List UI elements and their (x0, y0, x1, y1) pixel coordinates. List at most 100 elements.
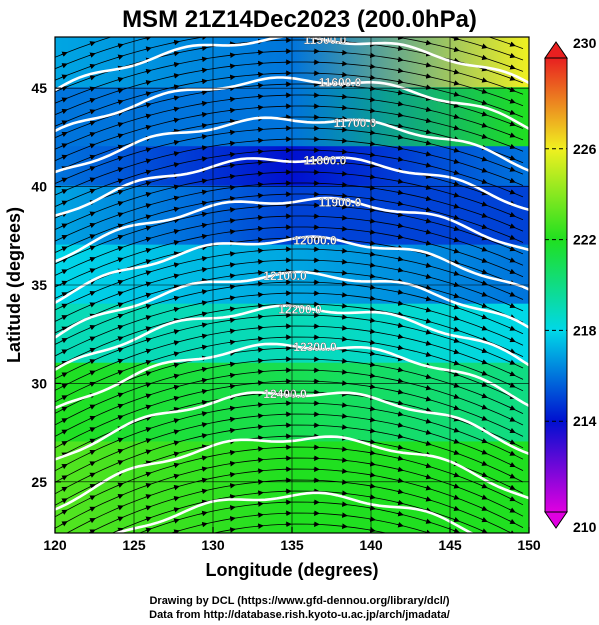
wind-arrow (480, 314, 488, 320)
wind-arrow (172, 351, 180, 357)
contour-label: 12000.0 (293, 234, 337, 248)
wind-arrow (480, 235, 488, 241)
wind-arrow (340, 292, 348, 298)
wind-arrow (228, 218, 236, 224)
wind-arrow (340, 148, 348, 155)
wind-arrow (200, 377, 208, 384)
wind-arrow (368, 328, 376, 335)
wind-arrow (424, 307, 432, 313)
wind-arrow (116, 358, 124, 364)
wind-arrow (200, 222, 208, 229)
wind-arrow (424, 485, 432, 491)
wind-arrow (60, 372, 68, 378)
wind-arrow (88, 256, 96, 263)
wind-arrow (229, 11, 235, 12)
wind-arrow (172, 451, 180, 457)
wind-arrow (145, 573, 151, 575)
wind-arrow (60, 200, 68, 206)
wind-arrow (452, 214, 460, 220)
wind-arrow (256, 104, 264, 111)
wind-arrow (508, 427, 516, 434)
wind-arrow (200, 411, 208, 417)
wind-arrow (452, 315, 460, 321)
wind-arrow (452, 449, 460, 455)
colorbar: 210 214 218 222 226 230 (544, 35, 597, 535)
wind-arrow (60, 303, 68, 309)
wind-arrow (481, 541, 487, 544)
x-axis-label: Longitude (degrees) (205, 560, 378, 580)
wind-arrow (480, 88, 488, 94)
wind-arrow (368, 516, 376, 522)
wind-arrow (200, 510, 208, 517)
wind-arrow (424, 62, 432, 68)
wind-arrow (452, 102, 460, 108)
wind-arrow (88, 461, 96, 467)
wind-arrow (424, 184, 432, 191)
wind-arrow (396, 200, 404, 207)
wind-arrow (228, 494, 236, 500)
wind-arrow (256, 93, 264, 100)
wind-arrow (144, 292, 152, 299)
wind-arrow (340, 358, 348, 364)
wind-arrow (424, 462, 432, 469)
wind-arrow (144, 80, 152, 86)
wind-arrow (396, 411, 404, 417)
wind-arrow (116, 448, 124, 455)
wind-arrow (200, 488, 208, 495)
wind-arrow (424, 106, 432, 113)
wind-arrow (396, 499, 404, 506)
wind-arrow (228, 162, 236, 169)
wind-arrow (116, 122, 124, 128)
wind-arrow (397, 15, 403, 16)
wind-arrow (452, 203, 460, 209)
contour-label: 11800.0 (304, 153, 347, 167)
wind-arrow (144, 191, 152, 198)
wind-arrow (172, 462, 180, 469)
wind-arrow (88, 109, 96, 115)
wind-arrow (480, 111, 488, 117)
wind-arrow (88, 427, 96, 433)
wind-arrow (368, 295, 376, 301)
wind-arrow (396, 156, 404, 162)
wind-arrow (424, 318, 432, 324)
wind-arrow (200, 322, 208, 328)
wind-arrow (144, 46, 152, 52)
wind-arrow (424, 173, 432, 179)
wind-arrow (396, 366, 404, 373)
wind-arrow (256, 413, 264, 419)
wind-arrow (88, 120, 96, 126)
wind-arrow (256, 314, 264, 320)
wind-arrow (172, 373, 180, 380)
wind-arrow (88, 370, 96, 376)
wind-arrow (480, 99, 488, 106)
wind-arrow (340, 82, 348, 89)
wind-arrow (88, 75, 96, 81)
wind-arrow (452, 494, 460, 500)
wind-arrow (228, 118, 236, 125)
wind-arrow (200, 499, 208, 506)
wind-arrow (425, 31, 431, 32)
wind-arrow (425, 565, 431, 567)
wind-arrow (88, 63, 96, 70)
wind-arrow (116, 257, 124, 263)
wind-arrow (88, 449, 96, 456)
wind-arrow (173, 30, 179, 31)
wind-arrow (425, 576, 431, 578)
wind-arrow (452, 124, 460, 131)
wind-arrow (144, 427, 152, 433)
wind-arrow (368, 184, 376, 191)
wind-arrow (340, 281, 348, 287)
wind-arrow (508, 507, 516, 513)
wind-arrow (452, 248, 460, 254)
wind-arrow (116, 133, 124, 139)
wind-arrow (397, 547, 403, 548)
wind-arrow (229, 540, 235, 541)
wind-arrow (424, 329, 432, 335)
wind-arrow (368, 262, 376, 268)
wind-arrow (200, 56, 208, 63)
wind-arrow (424, 429, 432, 435)
wind-streamline (55, 37, 524, 70)
wind-arrow (481, 553, 487, 556)
wind-arrow (172, 529, 180, 533)
wind-arrow (116, 403, 124, 409)
